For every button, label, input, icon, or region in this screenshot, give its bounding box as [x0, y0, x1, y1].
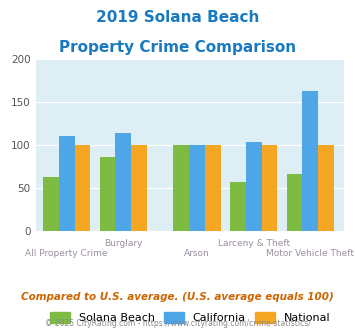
Bar: [43, 177, 59, 231]
Bar: [262, 145, 278, 231]
Text: Property Crime Comparison: Property Crime Comparison: [59, 40, 296, 54]
Bar: [246, 142, 262, 231]
Bar: [318, 145, 334, 231]
Text: Arson: Arson: [184, 249, 210, 258]
Bar: [99, 157, 115, 231]
Text: © 2025 CityRating.com - https://www.cityrating.com/crime-statistics/: © 2025 CityRating.com - https://www.city…: [45, 319, 310, 328]
Bar: [75, 145, 91, 231]
Text: Larceny & Theft: Larceny & Theft: [218, 239, 290, 248]
Bar: [173, 145, 189, 231]
Bar: [131, 145, 147, 231]
Text: Burglary: Burglary: [104, 239, 143, 248]
Legend: Solana Beach, California, National: Solana Beach, California, National: [47, 309, 333, 327]
Bar: [59, 136, 75, 231]
Bar: [230, 182, 246, 231]
Bar: [302, 91, 318, 231]
Text: Compared to U.S. average. (U.S. average equals 100): Compared to U.S. average. (U.S. average …: [21, 292, 334, 302]
Bar: [205, 145, 221, 231]
Bar: [286, 174, 302, 231]
Text: All Property Crime: All Property Crime: [26, 249, 108, 258]
Text: Motor Vehicle Theft: Motor Vehicle Theft: [266, 249, 354, 258]
Bar: [115, 133, 131, 231]
Bar: [189, 145, 205, 231]
Text: 2019 Solana Beach: 2019 Solana Beach: [96, 10, 259, 25]
